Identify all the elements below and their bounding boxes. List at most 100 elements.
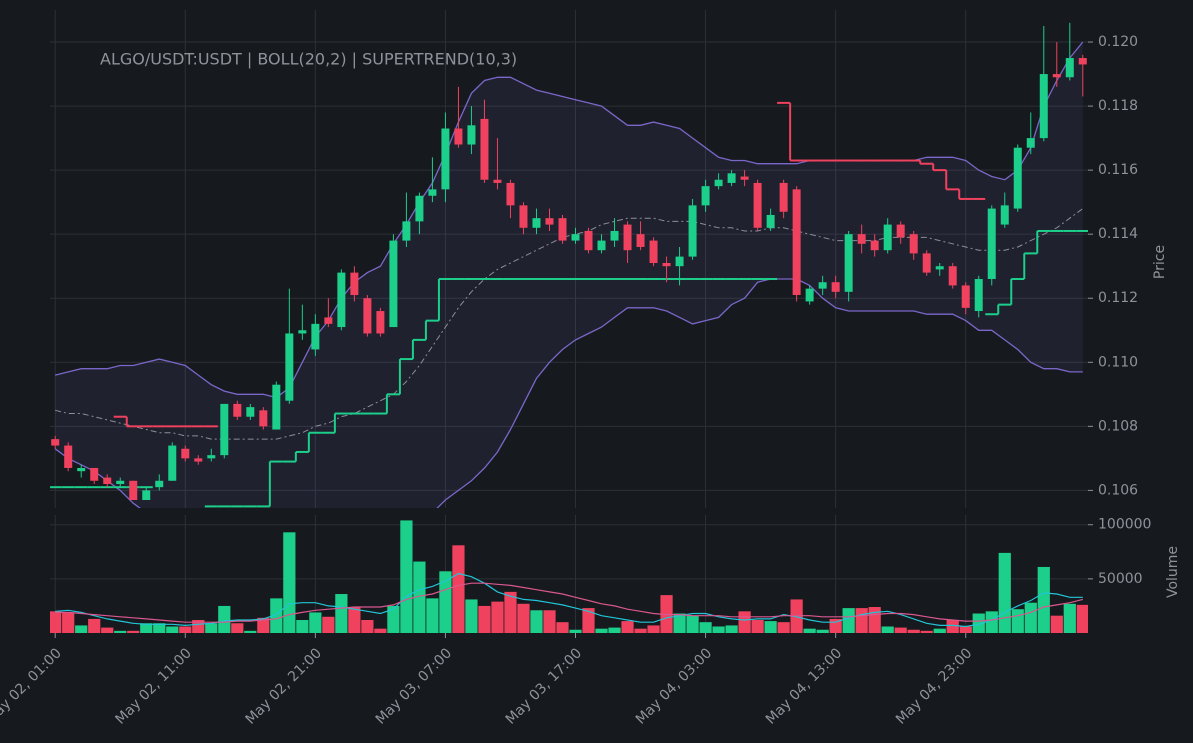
candle-body [922,253,931,273]
volume-bar [530,610,543,633]
volume-bar [933,628,946,633]
volume-bar [517,603,530,633]
volume-bar [647,625,660,633]
volume-bar [374,628,387,633]
candle-body [467,125,476,145]
candle-body [311,323,320,350]
volume-bar [595,628,608,633]
volume-bar [634,628,647,633]
volume-bar [322,616,335,633]
volume-bar [50,611,62,633]
volume-bar [1050,615,1063,633]
y-tick-label: 0.108 [1098,418,1138,434]
volume-bar [777,622,790,633]
y-tick-label: 0.110 [1098,354,1138,370]
volume-bar [205,623,218,633]
volume-bar [569,629,582,633]
volume-bar [88,618,101,633]
candle-body [740,176,749,180]
volume-bar [621,621,634,633]
volume-axis-label: Volume [1165,546,1181,598]
volume-bar [283,532,296,633]
volume-bar [478,605,491,633]
candle-body [1065,58,1074,78]
volume-bar [946,620,959,633]
candle-body [688,205,697,257]
volume-bar [400,520,413,633]
candle-body [233,403,242,417]
candle-body [415,195,424,222]
y-tick-label: 0.114 [1098,226,1138,242]
volume-bar [764,621,777,633]
volume-tick-label: 100000 [1098,517,1151,533]
candle-body [766,214,775,228]
candle-body [441,128,450,190]
y-tick-label: 0.112 [1098,290,1138,306]
volume-bar [1076,604,1088,633]
volume-tick-label: 50000 [1098,571,1143,587]
volume-bar [426,598,439,633]
volume-average [55,572,1083,628]
volume-plot [50,520,1088,633]
candle-body [90,467,99,481]
volume-bar [504,591,517,633]
volume-bar [218,605,231,633]
candle-body [220,403,229,456]
candle-body [51,439,60,446]
candle-body [246,407,255,417]
candle-body [324,317,333,324]
candle-body [584,230,593,251]
candle-body [792,189,801,296]
candle-body [623,224,632,251]
candle-body [168,445,177,481]
volume-bar [881,626,894,633]
candle-body [831,282,840,292]
chart-title: ALGO/USDT:USDT | BOLL(20,2) | SUPERTREND… [100,50,517,69]
candle-body [1052,74,1061,78]
candle-body [909,234,918,254]
candle-body [389,240,398,328]
candle-body [662,263,671,267]
volume-bar [101,627,114,633]
candle-body [844,234,853,292]
candle-body [155,480,164,488]
volume-bar [244,630,257,633]
band-lower [54,278,1083,508]
candle-body [610,230,619,241]
volume-bar [179,626,192,633]
candle-body [701,186,710,206]
candle-body [805,288,814,302]
volume-bar [465,599,478,633]
candle-body [454,128,463,145]
candle-body [1013,147,1022,209]
candle-body [298,330,307,334]
y-tick-label: 0.106 [1098,482,1138,498]
candle-body [597,240,606,251]
volume-bar [413,561,426,633]
volume-bar [335,594,348,633]
candle-body [857,234,866,244]
volume-bar [543,610,556,633]
candle-body [350,272,359,296]
band-fill [55,42,1083,508]
candle-body [428,189,437,196]
candle-body [714,179,723,187]
volume-bar [1037,566,1050,633]
volume-bar [257,617,270,633]
volume-bar [348,607,361,633]
candle-body [376,311,385,334]
candle-body [129,480,138,500]
volume-bar [699,622,712,633]
volume-bar [985,611,998,633]
volume-bar [114,630,127,633]
volume-bar [127,630,140,633]
candle-body [948,266,957,286]
candle-body [519,205,528,228]
volume-bar [894,627,907,633]
volume-bar [75,625,88,633]
candle-body [337,272,346,328]
y-tick-label: 0.120 [1098,34,1138,50]
volume-bar [309,612,322,633]
candle-body [194,458,203,462]
